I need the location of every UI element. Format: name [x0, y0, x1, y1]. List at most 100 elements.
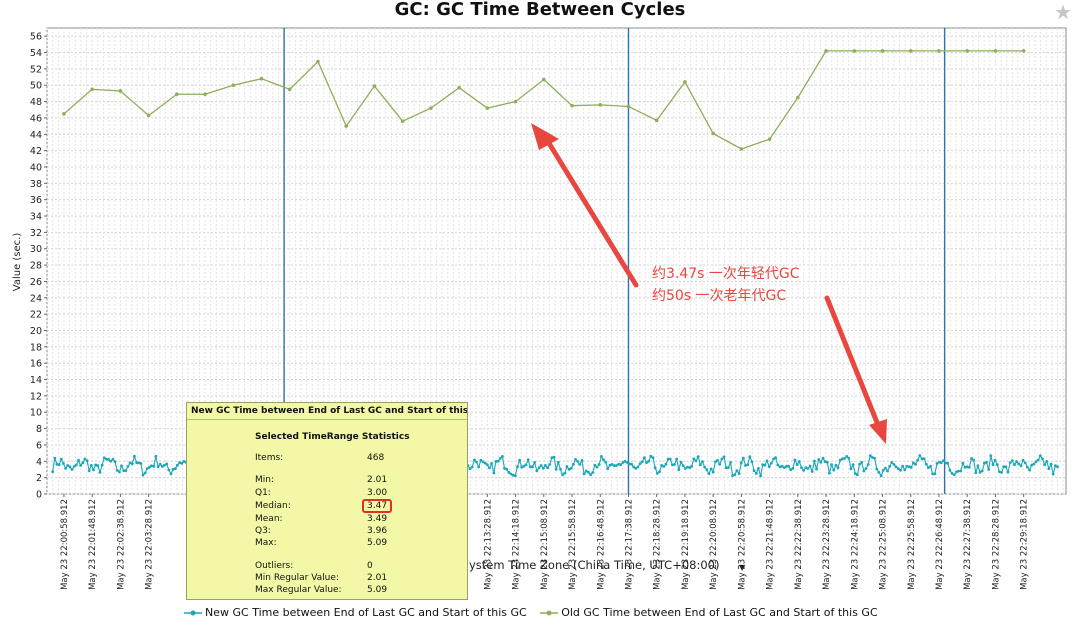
data-point-new-gc — [593, 463, 597, 467]
annotation-line-young-gc: 约3.47s 一次年轻代GC — [652, 266, 800, 282]
x-tick-label: May 23 22:28:28.912 — [991, 499, 1001, 590]
data-point-new-gc — [1041, 457, 1044, 461]
y-tick-label: 52 — [30, 64, 42, 75]
data-point-new-gc — [630, 462, 633, 466]
data-point-new-gc — [597, 463, 601, 466]
data-point-new-gc — [888, 465, 892, 468]
data-point-new-gc — [800, 466, 803, 469]
stat-row-max: Max: 5.09 — [255, 538, 388, 549]
data-point-new-gc — [737, 472, 741, 475]
data-point-new-gc — [619, 463, 623, 466]
y-tick-label: 30 — [30, 244, 42, 255]
data-point-new-gc — [139, 462, 143, 465]
y-tick-label: 16 — [30, 359, 42, 370]
data-point-new-gc — [927, 466, 930, 469]
x-tick-label: May 23 22:25:08.912 — [879, 499, 889, 590]
data-point-new-gc — [983, 461, 986, 465]
data-point-new-gc — [485, 463, 489, 467]
x-axis-label[interactable]: ystem Time Zone (China Time, UTC+08:00) — [469, 558, 719, 572]
data-point-new-gc — [582, 472, 586, 476]
data-point-new-gc — [686, 465, 689, 469]
data-point-new-gc — [1036, 458, 1040, 462]
data-point-new-gc — [1034, 460, 1038, 464]
data-point-new-gc — [884, 466, 887, 470]
data-point-new-gc — [694, 459, 698, 463]
data-point-new-gc — [100, 463, 104, 467]
data-point-new-gc — [901, 464, 904, 468]
data-point-new-gc — [498, 457, 502, 460]
legend-item-new-gc[interactable]: New GC Time between End of Last GC and S… — [184, 606, 527, 619]
chart-svg: 0246810121416182022242628303234363840424… — [12, 27, 1067, 590]
data-point-new-gc — [705, 468, 709, 472]
data-point-new-gc — [933, 472, 937, 476]
data-point-new-gc — [643, 456, 646, 460]
data-point-new-gc — [858, 462, 861, 466]
data-point-new-gc — [537, 466, 541, 470]
data-point-new-gc — [118, 470, 121, 474]
data-point-new-gc — [51, 470, 54, 474]
legend-new-gc-swatch — [184, 610, 202, 616]
data-point-new-gc — [610, 463, 614, 466]
y-tick-label: 50 — [30, 81, 42, 92]
data-point-old-gc — [626, 104, 631, 109]
data-point-new-gc — [591, 471, 595, 474]
data-point-old-gc — [287, 87, 292, 92]
data-point-new-gc — [522, 464, 526, 468]
data-point-new-gc — [492, 471, 496, 475]
data-point-new-gc — [1056, 465, 1059, 469]
data-point-new-gc — [169, 472, 173, 476]
data-point-new-gc — [841, 457, 844, 461]
y-tick-label: 8 — [36, 424, 42, 435]
data-point-new-gc — [894, 465, 898, 469]
data-point-new-gc — [550, 456, 554, 460]
data-point-new-gc — [828, 471, 831, 475]
data-point-new-gc — [939, 461, 943, 465]
data-point-new-gc — [107, 458, 110, 461]
data-point-new-gc — [974, 471, 978, 475]
data-point-new-gc — [1045, 460, 1049, 463]
data-point-new-gc — [935, 462, 939, 465]
x-tick-label: May 23 22:13:28.912 — [483, 499, 493, 590]
data-point-new-gc — [600, 455, 603, 458]
data-point-new-gc — [625, 461, 629, 464]
data-point-new-gc — [152, 465, 156, 468]
y-tick-label: 36 — [30, 195, 42, 206]
legend-item-old-gc[interactable]: Old GC Time between End of Last GC and S… — [540, 606, 878, 619]
data-point-new-gc — [952, 473, 956, 477]
data-point-new-gc — [173, 467, 177, 470]
data-point-new-gc — [161, 465, 164, 468]
data-point-new-gc — [612, 464, 616, 467]
y-tick-label: 2 — [36, 473, 42, 484]
data-point-new-gc — [767, 465, 771, 468]
median-highlight: 3.47 — [362, 498, 393, 513]
data-point-new-gc — [1038, 454, 1042, 458]
data-point-new-gc — [707, 472, 711, 476]
data-point-old-gc — [908, 49, 913, 53]
data-point-new-gc — [972, 458, 975, 462]
data-point-new-gc — [632, 465, 635, 469]
x-axis-dropdown-icon[interactable]: ▼ — [739, 563, 746, 572]
data-point-new-gc — [81, 461, 85, 465]
star-icon[interactable]: ★ — [1054, 2, 1072, 24]
data-point-new-gc — [158, 462, 162, 466]
data-point-old-gc — [852, 49, 857, 53]
data-point-old-gc — [739, 147, 744, 151]
data-point-new-gc — [879, 474, 883, 478]
data-point-new-gc — [819, 460, 823, 464]
data-point-new-gc — [802, 469, 805, 472]
data-point-old-gc — [175, 92, 179, 97]
data-point-new-gc — [963, 465, 967, 469]
data-point-new-gc — [468, 467, 472, 471]
x-tick-label: May 23 22:20:08.912 — [709, 499, 719, 590]
data-point-new-gc — [886, 469, 889, 473]
data-point-new-gc — [998, 470, 1001, 474]
y-tick-label: 32 — [30, 228, 42, 239]
data-point-new-gc — [763, 463, 767, 467]
data-point-new-gc — [922, 457, 926, 460]
annotation-text: 约3.47s 一次年轻代GC 约50s 一次老年代GC — [652, 263, 800, 307]
data-point-old-gc — [598, 103, 603, 107]
data-point-new-gc — [912, 461, 915, 465]
data-point-old-gc — [993, 49, 998, 53]
x-tick-label: May 23 22:26:48.912 — [935, 499, 945, 590]
y-tick-label: 20 — [30, 326, 42, 337]
